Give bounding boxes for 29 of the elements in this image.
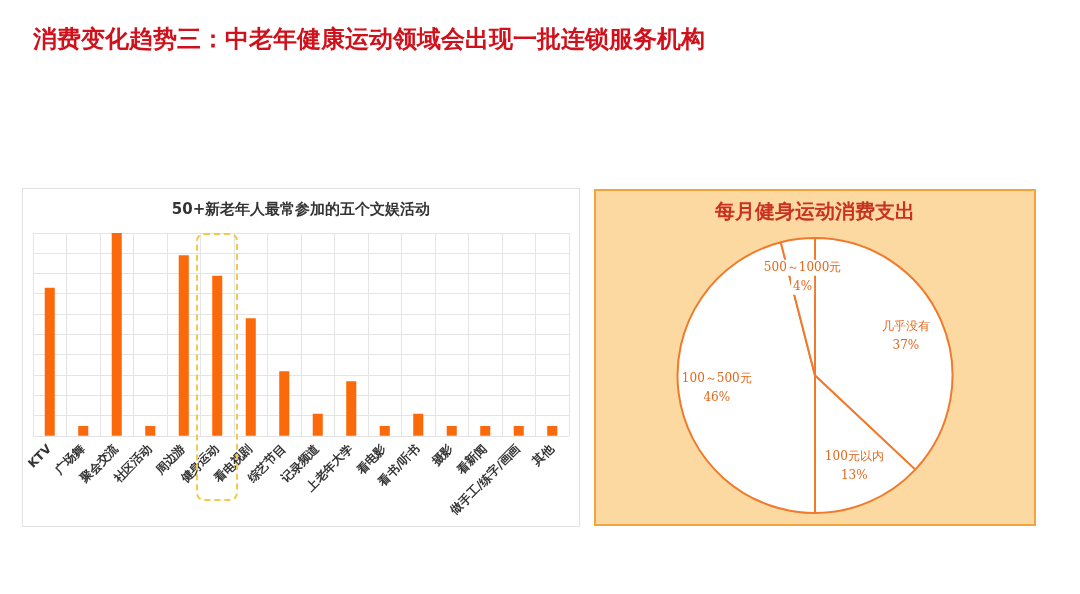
bar bbox=[279, 371, 290, 436]
bar bbox=[547, 426, 558, 436]
data-label: 4% bbox=[793, 278, 813, 293]
data-label: 13% bbox=[840, 467, 868, 482]
bar bbox=[111, 233, 122, 436]
bar bbox=[413, 413, 424, 436]
data-label: 37% bbox=[892, 337, 920, 352]
bar bbox=[446, 426, 457, 436]
bar bbox=[312, 413, 323, 436]
slice-label: 几乎没有 bbox=[881, 318, 930, 333]
bar bbox=[346, 381, 357, 436]
slice-label: 100元以内 bbox=[824, 448, 884, 463]
slice-label: 500～1000元 bbox=[763, 259, 842, 274]
slice-label: 100～500元 bbox=[681, 370, 752, 385]
bar bbox=[178, 255, 189, 436]
bar bbox=[245, 318, 256, 436]
x-tick-label: 其他 bbox=[529, 441, 558, 470]
chart-subtitle: 50+新老年人最常参加的五个文娱活动 bbox=[171, 199, 431, 218]
x-tick-label: 摄影 bbox=[428, 441, 457, 470]
bar bbox=[44, 287, 55, 436]
bar bbox=[145, 426, 156, 436]
chart-title: 每月健身运动消费支出 bbox=[714, 199, 915, 224]
bar bbox=[212, 275, 223, 436]
bar bbox=[480, 426, 491, 436]
data-label: 46% bbox=[703, 389, 731, 404]
bar bbox=[379, 426, 390, 436]
chart-title: 消费变化趋势三：中老年健康运动领域会出现一批连锁服务机构 bbox=[33, 24, 705, 54]
bar bbox=[78, 426, 89, 436]
bar bbox=[513, 426, 524, 436]
